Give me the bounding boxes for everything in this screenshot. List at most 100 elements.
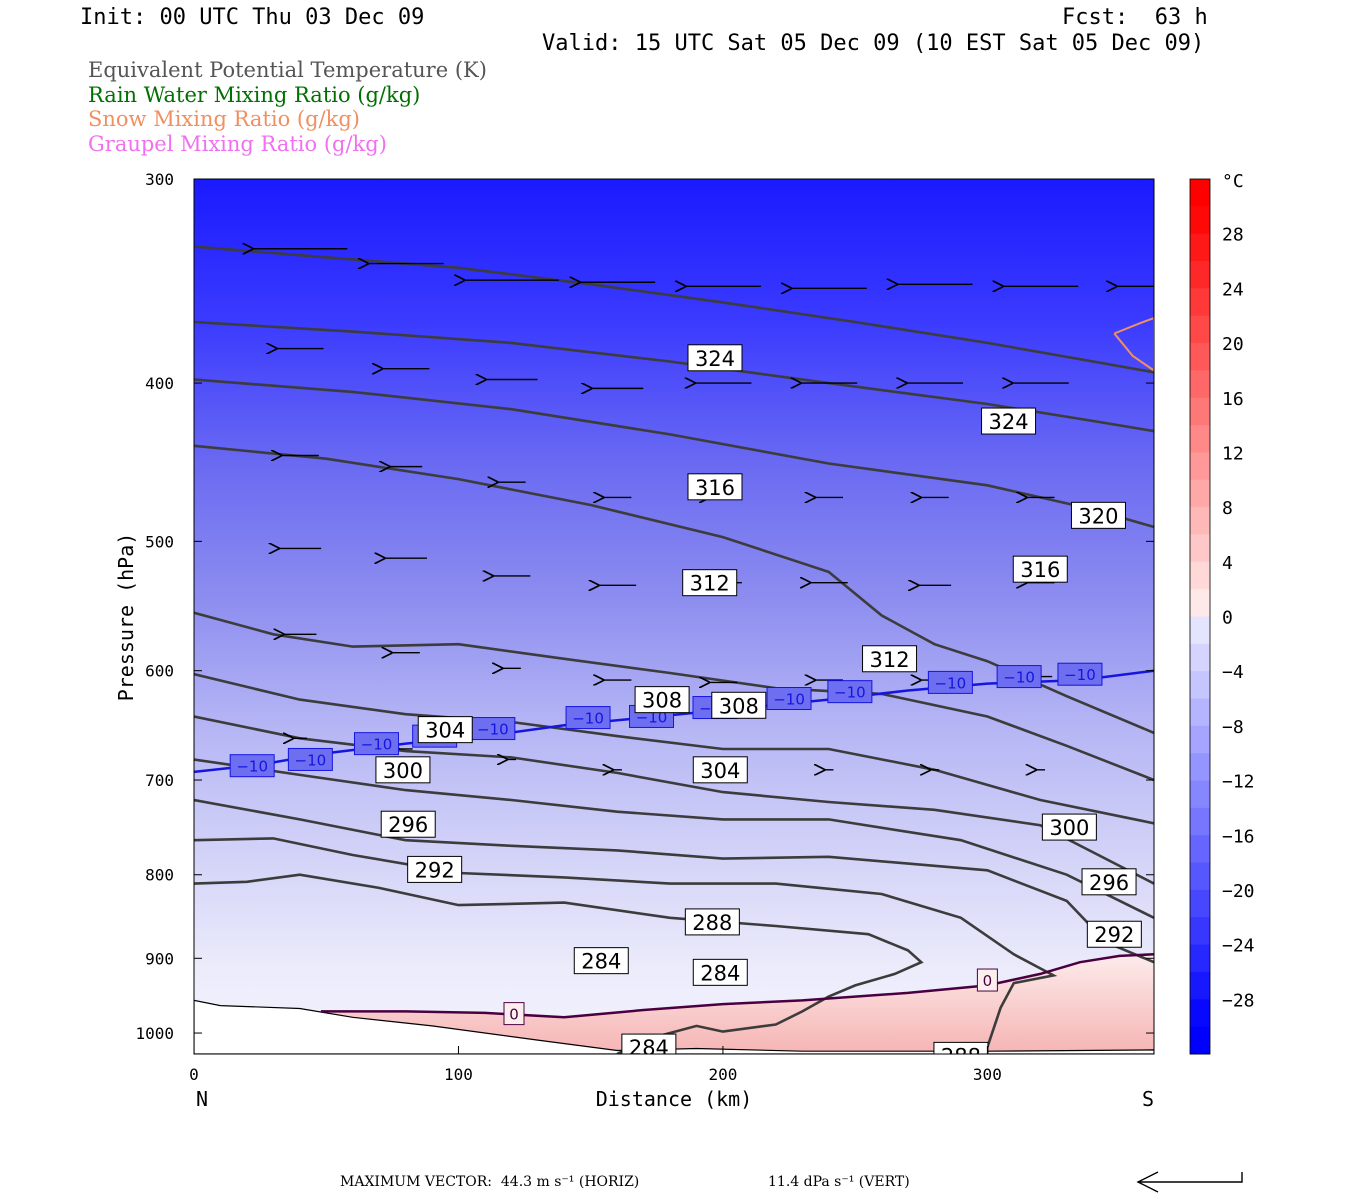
colorbar-swatch [1190, 479, 1210, 508]
theta-e-label: 324 [695, 347, 735, 371]
x-tick-label: 300 [973, 1065, 1002, 1084]
colorbar-label: −20 [1222, 881, 1255, 902]
colorbar-swatch [1190, 315, 1210, 344]
colorbar-label: −16 [1222, 826, 1255, 847]
colorbar-swatch [1190, 370, 1210, 399]
x-tick-label: 0 [189, 1065, 199, 1084]
theta-e-contour-328 [194, 320, 1154, 433]
isotherm-label-box [976, 968, 998, 992]
reference-vector [1136, 1171, 1243, 1193]
theta-e-label: 288 [941, 1044, 981, 1068]
max-vector-text: MAXIMUM VECTOR: 44.3 m s⁻¹ (HORIZ) [340, 1174, 640, 1190]
theta-e-label-box [380, 810, 436, 838]
isotherm-label: −10 [773, 691, 805, 709]
colorbar: 28 24 20 16 12 8 4 0 −4 −8 −12 −16 −20 −24 −28 [1189, 178, 1255, 1055]
colorbar-label: −12 [1222, 772, 1255, 793]
x-axis-label: Distance (km) [596, 1087, 753, 1111]
colorbar-swatch [1190, 698, 1210, 727]
legend-graupel: Graupel Mixing Ratio (g/kg) [88, 132, 387, 156]
isotherm-label: −10 [572, 710, 604, 728]
theta-e-label: 296 [1089, 871, 1129, 895]
y-tick-label: 500 [145, 532, 174, 551]
colorbar-swatch [1190, 725, 1210, 754]
theta-e-label: 320 [1078, 504, 1118, 528]
colorbar-swatch [1190, 917, 1210, 946]
temperature-shading [194, 179, 1154, 1054]
legend-rain: Rain Water Mixing Ratio (g/kg) [88, 83, 421, 107]
y-axis-label: Pressure (hPa) [114, 533, 138, 702]
theta-e-contour-304 [194, 758, 1154, 919]
colorbar-swatch [1190, 261, 1210, 289]
colorbar-swatch [1190, 616, 1210, 645]
y-tick-label: 600 [145, 662, 174, 681]
isotherm-label-box [1057, 662, 1103, 686]
theta-e-label: 308 [642, 689, 682, 713]
colorbar-label: 28 [1222, 225, 1244, 246]
isotherm-label-box [503, 1002, 525, 1026]
theta-e-label-box [692, 958, 748, 986]
colorbar-unit: °C [1222, 171, 1244, 192]
theta-e-contour-300 [194, 798, 1154, 964]
colorbar-swatch [1190, 944, 1210, 973]
plot-frame [193, 178, 1155, 1055]
theta-e-label-box [684, 908, 740, 936]
x-tick-label: 200 [708, 1065, 737, 1084]
theta-e-label-box [862, 645, 918, 673]
isotherm-label: −10 [834, 684, 866, 702]
terrain-mask [194, 999, 1154, 1054]
theta-e-label: 316 [695, 476, 735, 500]
y-tick-label: 800 [145, 866, 174, 885]
colorbar-swatch [1190, 206, 1210, 235]
isotherm-label: −10 [477, 721, 509, 739]
theta-e-label: 304 [700, 759, 740, 783]
colorbar-label: 24 [1222, 279, 1244, 300]
theta-e-label: 284 [581, 950, 621, 974]
theta-e-label: 308 [719, 694, 759, 718]
theta-e-contour-292 [194, 873, 924, 1054]
isotherm-label-box [996, 665, 1042, 689]
isotherm-label: −10 [1064, 666, 1096, 684]
legend-theta-e: Equivalent Potential Temperature (K) [88, 58, 487, 82]
colorbar-label: 4 [1222, 553, 1233, 574]
colorbar-label: −8 [1222, 717, 1244, 738]
x-end-right: S [1142, 1087, 1154, 1111]
colorbar-swatch [1190, 999, 1210, 1028]
colorbar-swatch [1190, 1026, 1210, 1055]
snow-mixing-contour [1113, 317, 1154, 372]
isotherm-label-box [287, 747, 333, 771]
isotherm-label-box [827, 680, 873, 704]
theta-e-label-box [1070, 501, 1126, 529]
theta-e-label-box [407, 855, 463, 883]
isotherm-label: −10 [295, 751, 327, 769]
theta-e-label-box [1041, 813, 1097, 841]
isotherm-label: 0 [983, 972, 993, 990]
theta-e-label-box [1086, 920, 1142, 948]
theta-e-label-box [1081, 868, 1137, 896]
theta-e-label: 312 [869, 648, 909, 672]
isotherm-label-box [927, 670, 973, 694]
cross-section-chart: −10−10−10−10−10−10−10−10−10−10−10−10−100… [114, 170, 1255, 1111]
theta-e-label-box [687, 344, 743, 372]
isotherm-label-box [229, 754, 275, 778]
theta-e-label-box [1012, 555, 1068, 583]
isotherm-label-box [565, 706, 611, 730]
colorbar-label: −24 [1222, 936, 1255, 957]
colorbar-label: −28 [1222, 990, 1255, 1011]
theta-e-label: 284 [629, 1036, 669, 1060]
theta-e-contour-312 [194, 672, 1154, 825]
theta-e-contour-296 [194, 837, 1058, 1048]
theta-e-label: 284 [700, 961, 740, 985]
colorbar-swatch [1190, 862, 1210, 891]
isotherm-label-box [353, 732, 399, 756]
theta-e-label-box [692, 756, 748, 784]
colorbar-label: 8 [1222, 498, 1233, 519]
isotherm-label: −10 [236, 758, 268, 776]
colorbar-swatch [1190, 643, 1210, 672]
colorbar-label: 20 [1222, 334, 1244, 355]
colorbar-swatch [1190, 179, 1210, 207]
colorbar-swatch [1190, 807, 1210, 836]
valid-time: Valid: 15 UTC Sat 05 Dec 09 (10 EST Sat … [542, 31, 1205, 56]
colorbar-swatch [1190, 671, 1210, 700]
colorbar-swatch [1190, 397, 1210, 426]
legend-snow: Snow Mixing Ratio (g/kg) [88, 107, 360, 131]
